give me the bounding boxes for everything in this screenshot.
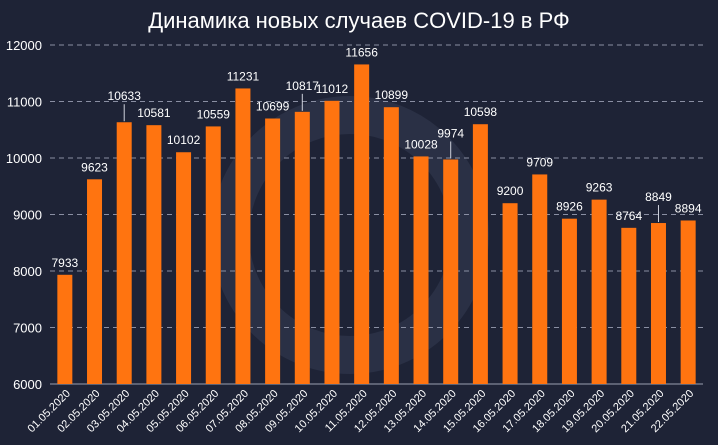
data-label: 11231 <box>227 69 260 83</box>
data-label: 10028 <box>404 137 438 151</box>
data-label: 10559 <box>197 107 231 121</box>
bar <box>294 111 310 384</box>
data-label: 10598 <box>464 105 498 119</box>
bar <box>205 126 221 384</box>
bar <box>146 125 162 385</box>
watermark-ring <box>211 96 489 374</box>
data-label: 10633 <box>108 89 142 103</box>
bar <box>502 203 518 384</box>
bar <box>532 174 548 384</box>
y-tick-label: 11000 <box>7 95 42 110</box>
bar <box>265 118 281 384</box>
data-label: 10817 <box>286 79 320 93</box>
chart-title: Динамика новых случаев COVID-19 в РФ <box>148 8 570 33</box>
y-tick-label: 10000 <box>6 151 42 166</box>
data-label: 9200 <box>497 184 524 198</box>
y-axis-ticks: 6000 7000 8000 9000 10000 11000 12000 <box>6 38 42 392</box>
bar <box>57 274 73 384</box>
bar <box>472 124 488 384</box>
data-labels: 7933 9623 10633 10581 10102 10559 11231 10699 10… <box>51 45 701 269</box>
y-tick-label: 8000 <box>13 264 42 279</box>
bar <box>354 64 370 384</box>
data-label: 9709 <box>526 155 553 169</box>
bar <box>383 107 399 385</box>
data-label: 10899 <box>375 88 409 102</box>
data-label: 9623 <box>81 160 108 174</box>
x-axis-ticks: 01.05.202002.05.202003.05.202004.05.2020… <box>26 388 697 435</box>
bar <box>650 223 666 384</box>
bars <box>57 64 696 385</box>
data-label: 8764 <box>615 209 642 223</box>
data-label: 10699 <box>256 100 290 114</box>
y-tick-label: 6000 <box>13 377 42 392</box>
bar <box>621 227 637 384</box>
data-label: 11012 <box>316 82 349 96</box>
data-label: 9974 <box>437 126 464 140</box>
bar <box>591 199 607 384</box>
bar <box>176 152 192 384</box>
bar <box>235 88 251 385</box>
data-label: 8894 <box>675 201 702 215</box>
bar <box>413 156 429 384</box>
bar <box>561 218 577 384</box>
data-label: 11656 <box>345 45 378 59</box>
y-tick-label: 7000 <box>13 321 42 336</box>
watermark-logo <box>211 96 489 374</box>
data-label: 8926 <box>556 200 583 214</box>
data-label: 7933 <box>51 256 78 270</box>
bar <box>116 122 132 384</box>
data-label: 10102 <box>167 133 201 147</box>
bar <box>680 220 696 384</box>
data-label: 10581 <box>137 106 171 120</box>
bar <box>443 159 459 384</box>
y-tick-label: 12000 <box>6 38 42 53</box>
bar <box>87 179 103 384</box>
data-label: 8849 <box>645 190 672 204</box>
y-tick-label: 9000 <box>13 208 42 223</box>
bar <box>324 100 340 385</box>
data-label: 9263 <box>586 181 613 195</box>
